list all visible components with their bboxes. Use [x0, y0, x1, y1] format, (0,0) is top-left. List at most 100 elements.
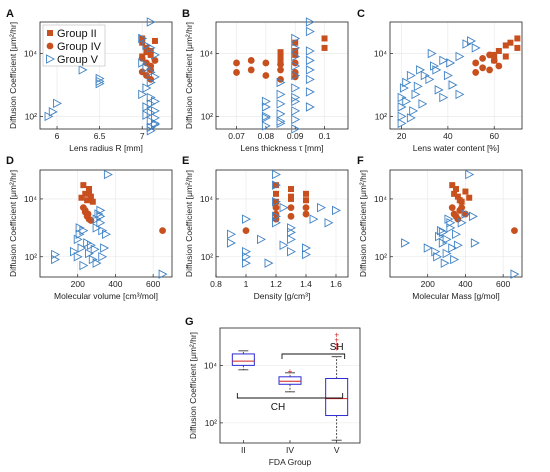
x-axis-title: FDA Group: [269, 457, 312, 467]
group-v-point: [448, 243, 458, 253]
group-ii-point: [321, 35, 328, 42]
group-ii-point: [466, 194, 473, 201]
axes-frame: [215, 169, 349, 278]
group-v-point: [276, 116, 286, 127]
y-axis-title: Diffusion Coefficient [μm²/hr]: [184, 170, 194, 277]
group-v-point: [146, 17, 156, 27]
group-v-point: [151, 50, 160, 60]
group-ii-point: [292, 51, 299, 58]
x-tick-label: 1.6: [330, 279, 342, 289]
x-tick-label: 200: [421, 279, 435, 289]
group-v-point: [287, 246, 296, 257]
group-v-point: [409, 106, 419, 116]
group-v-point: [138, 58, 148, 68]
outlier-mark: +: [334, 344, 339, 353]
group-v-point: [302, 249, 311, 260]
group-v-point: [78, 65, 88, 75]
group-ii-point: [273, 190, 279, 197]
group-v-point: [401, 238, 411, 248]
y-axis-title: Diffusion Coefficient [μm²/hr]: [184, 22, 194, 129]
x-tick-label: 1.2: [270, 279, 282, 289]
group-v-point: [242, 214, 251, 224]
group-v-point: [291, 106, 301, 116]
panel-label: E: [182, 155, 189, 167]
group-v-point: [406, 113, 416, 123]
x-tick-label: 0.09: [287, 131, 304, 141]
group-v-point: [425, 74, 435, 85]
y-tick-label: 10²: [25, 252, 37, 262]
group-v-point: [332, 205, 341, 216]
group-v-point: [302, 243, 311, 253]
group-v-point: [142, 63, 152, 73]
group-v-point: [432, 65, 442, 75]
y-tick-label: 10²: [201, 111, 213, 121]
x-tick-label: 600: [146, 279, 160, 289]
x-axis-title: Molecular Mass [g/mol]: [412, 291, 499, 301]
group-ii-point: [82, 190, 89, 197]
group-ii-point: [273, 182, 279, 189]
y-axis-title: Diffusion Coefficient [μm²/hr]: [8, 170, 18, 277]
group-v-point: [455, 89, 465, 100]
group-v-point: [102, 229, 111, 240]
group-v-point: [291, 96, 301, 107]
group-v-point: [146, 108, 156, 118]
panel-label: C: [357, 8, 365, 20]
group-v-point: [434, 85, 444, 95]
group-v-point: [397, 118, 407, 129]
group-iv-point: [272, 204, 280, 212]
group-v-point: [442, 248, 452, 259]
panel-b: 0.07 0.08 0.09 0.1 10² 10⁴ Lens thickness τ [m…: [182, 8, 349, 153]
group-v-point: [146, 126, 156, 136]
group-ii-point: [502, 53, 509, 60]
group-ii-point: [495, 47, 502, 54]
group-v-point: [279, 202, 289, 213]
group-ii-point: [86, 188, 93, 195]
group-v-point: [272, 217, 281, 228]
group-iv-point: [448, 204, 456, 212]
group-iv-point: [302, 210, 310, 218]
group-v-point: [100, 243, 110, 253]
panel-e: 0.8 1 1.2 1.4 1.6 10² 10⁴ Density [g/cm³] Diffus…: [182, 155, 349, 301]
group-v-point: [227, 229, 236, 240]
group-ii-point: [453, 186, 459, 193]
group-iv-point: [287, 204, 295, 212]
group-v-point: [48, 107, 58, 117]
x-tick-label: 600: [496, 279, 510, 289]
group-ii-point: [514, 35, 521, 42]
group-v-point: [90, 244, 100, 255]
group-v-point: [305, 87, 315, 97]
group-v-point: [411, 89, 421, 100]
x-tick-label: 6.5: [94, 131, 106, 141]
group-v-point: [448, 80, 458, 90]
group-v-point: [469, 211, 478, 222]
legend-marker-iv: [46, 42, 54, 50]
group-iv-point: [472, 69, 480, 76]
y-tick-label: 10⁴: [24, 48, 37, 58]
outlier-mark: +: [334, 340, 339, 349]
group-ii-point: [303, 197, 309, 204]
axes-frame: [39, 21, 173, 130]
group-v-point: [431, 246, 441, 257]
group-v-point: [96, 205, 106, 216]
group-ii-point: [80, 182, 87, 189]
axes-frame: [215, 21, 349, 130]
group-v-point: [467, 36, 477, 46]
group-ii-point: [292, 39, 299, 46]
group-ii-point: [288, 195, 294, 202]
group-v-point: [305, 55, 315, 66]
group-v-point: [291, 124, 301, 134]
group-ii-point: [277, 53, 284, 60]
group-v-point: [439, 55, 449, 66]
group-v-point: [470, 238, 480, 248]
panel-label: A: [6, 8, 14, 20]
group-v-point: [92, 223, 102, 233]
group-v-point: [465, 169, 475, 180]
group-ii-point: [89, 198, 96, 205]
group-iv-point: [233, 59, 240, 67]
group-v-point: [261, 102, 271, 112]
axes-frame: [389, 21, 523, 130]
x-tick-label: IV: [286, 445, 294, 455]
y-tick-label: 10⁴: [200, 194, 213, 204]
group-v-point: [287, 234, 296, 245]
